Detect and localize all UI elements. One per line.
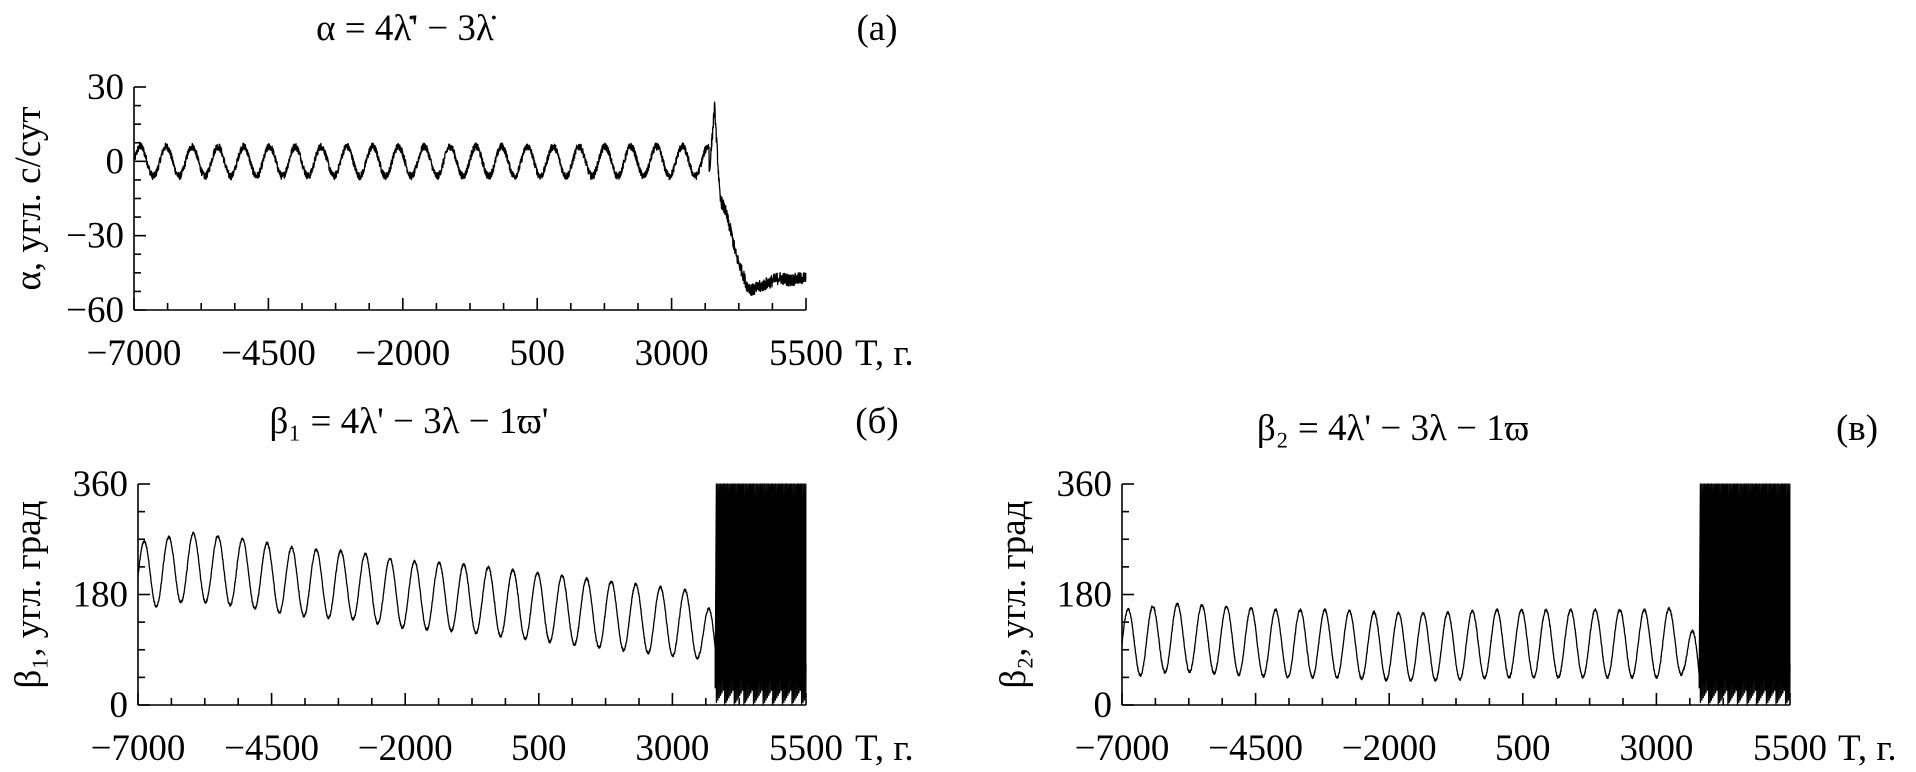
- x-tick-label: −7000: [91, 728, 186, 769]
- x-tick-label: −7000: [87, 333, 182, 374]
- x-tick-label: 5500: [1753, 728, 1827, 769]
- x-tick-label: 5500: [769, 333, 843, 374]
- x-tick-label: 500: [1495, 728, 1551, 769]
- x-tick-label: −2000: [1342, 728, 1437, 769]
- y-tick-label: 0: [1094, 685, 1113, 726]
- y-axis-label: β₁, угл. град: [8, 501, 49, 689]
- chart-title: β₁ = 4λ' − 3λ − 1ϖ': [270, 401, 549, 442]
- x-tick-label: −4500: [1208, 728, 1303, 769]
- x-tick-label: 500: [509, 333, 565, 374]
- panel-tag: (б): [855, 401, 898, 442]
- chart-title: β₂ = 4λ' − 3λ − 1ϖ: [1257, 408, 1529, 449]
- x-tick-label: −2000: [355, 333, 450, 374]
- y-tick-label: 0: [106, 141, 125, 182]
- series-line: [137, 483, 807, 706]
- x-tick-label: 3000: [1619, 728, 1693, 769]
- y-tick-label: 180: [73, 575, 129, 616]
- x-tick-label: 3000: [635, 333, 709, 374]
- y-tick-label: 180: [1057, 575, 1113, 616]
- y-tick-label: 360: [1057, 464, 1113, 505]
- y-tick-label: 30: [87, 67, 124, 108]
- panel-tag: (a): [856, 8, 897, 49]
- x-tick-label: 5500: [769, 728, 843, 769]
- panel-b: −7000 −4500 −2000 500 3000 5500 0 180 360 β₁ = 4λ…: [8, 401, 914, 769]
- y-tick-label: −30: [66, 216, 124, 257]
- x-tick-label: −4500: [224, 728, 319, 769]
- x-axis-label: T, г.: [855, 728, 914, 769]
- series-line: [133, 101, 807, 297]
- x-tick-label: −4500: [221, 333, 316, 374]
- x-axis-label: T, г.: [855, 333, 914, 374]
- series-line: [1121, 483, 1791, 706]
- y-tick-label: −60: [66, 290, 124, 331]
- y-axis-label: α, угл. с/сут: [8, 107, 49, 291]
- x-tick-label: −7000: [1075, 728, 1170, 769]
- x-axis-label: T, г.: [1838, 728, 1897, 769]
- x-tick-label: 3000: [635, 728, 709, 769]
- x-tick-label: −2000: [358, 728, 453, 769]
- x-tick-label: 500: [511, 728, 567, 769]
- y-axis-label: β₂, угл. град: [993, 501, 1034, 689]
- y-tick-label: 0: [110, 685, 129, 726]
- panel-a: −7000 −4500 −2000 500 3000 5500 −60 −30 0 30 α = 4…: [8, 8, 914, 374]
- chart-title: α = 4λ̇' − 3λ̇: [316, 8, 496, 49]
- panel-tag: (в): [1836, 408, 1878, 449]
- panel-v: −7000 −4500 −2000 500 3000 5500 0 180 360 β₂ = 4λ…: [993, 408, 1897, 769]
- y-tick-label: 360: [73, 464, 129, 505]
